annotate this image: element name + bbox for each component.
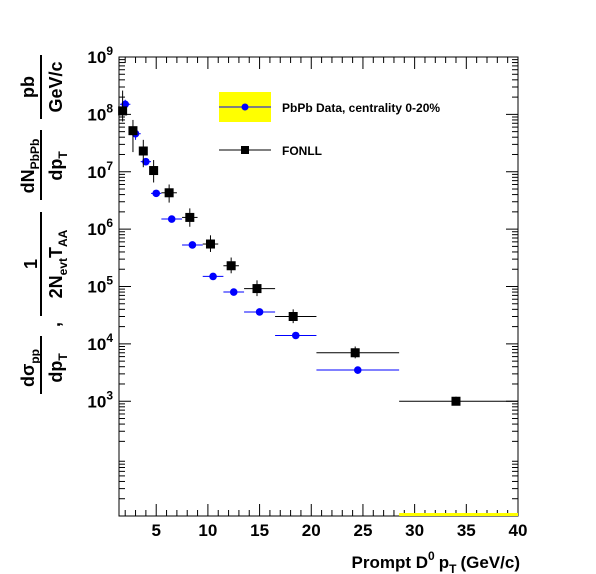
systematics-band <box>399 513 518 516</box>
axes: 5 10 15 20 25 30 35 40 103 104 105 106 107 108 109 <box>87 44 527 540</box>
x-axis-title-var: p <box>439 553 449 572</box>
y-tick-label: 103 <box>87 388 113 411</box>
y-tick-label: 109 <box>87 44 113 67</box>
y-frac3-den: dpT <box>46 151 70 181</box>
x-axis-title: Prompt D0 pT (GeV/c) <box>352 549 520 574</box>
y-frac4-den: GeV/c <box>46 61 66 112</box>
data-point <box>138 146 148 156</box>
y-comma: , <box>44 322 64 327</box>
data-point <box>149 166 159 176</box>
x-tick-label: 30 <box>405 521 424 540</box>
data-point <box>167 215 176 223</box>
legend-data-label: PbPb Data, centrality 0-20% <box>282 101 440 115</box>
data-series <box>118 90 518 406</box>
data-point <box>350 348 360 358</box>
y-tick-label: 108 <box>87 101 113 124</box>
y-axis-title: dσpp dpT , 1 2NevtTAA dNPbPb dpT pb GeV/… <box>18 55 70 394</box>
series-fonll <box>118 90 518 406</box>
data-point <box>252 284 262 294</box>
data-point <box>152 189 161 198</box>
legend-data-marker <box>241 103 249 111</box>
x-tick-label: 25 <box>353 521 372 540</box>
data-point <box>121 100 130 109</box>
data-point <box>255 308 264 316</box>
data-point <box>128 126 138 136</box>
x-axis-title-sub: T <box>449 562 457 574</box>
y-frac2-den: 2NevtTAA <box>46 229 70 298</box>
y-tick-label: 106 <box>87 216 113 239</box>
x-tick-label: 5 <box>151 521 160 540</box>
y-tick-label: 107 <box>87 159 113 182</box>
plot-frame <box>118 56 519 517</box>
data-point <box>209 272 217 281</box>
x-axis-title-main: Prompt D <box>352 553 429 572</box>
data-point <box>185 212 195 222</box>
data-point <box>142 157 150 166</box>
series-pbpb-data <box>120 99 400 374</box>
data-point <box>226 261 236 271</box>
data-point <box>291 331 300 340</box>
y-frac4-num: pb <box>18 76 38 98</box>
y-frac2-num: 1 <box>21 259 41 269</box>
x-axis-title-sup: 0 <box>428 549 435 563</box>
data-point <box>205 239 215 249</box>
y-frac1-den: dpT <box>46 353 70 383</box>
x-tick-label: 10 <box>198 521 217 540</box>
data-point <box>451 396 461 406</box>
legend-fonll-label: FONLL <box>282 144 322 158</box>
x-tick-label: 40 <box>509 521 528 540</box>
y-frac1-num: dσpp <box>18 349 42 387</box>
data-point <box>229 288 238 296</box>
x-tick-label: 15 <box>250 521 269 540</box>
data-point <box>118 106 128 116</box>
legend-fonll-marker <box>241 146 249 154</box>
data-point <box>288 312 298 322</box>
y-tick-label: 104 <box>87 331 113 354</box>
systematics-band-rect <box>399 513 518 516</box>
x-tick-label: 20 <box>302 521 321 540</box>
data-point <box>164 188 174 198</box>
legend: PbPb Data, centrality 0-20% FONLL <box>219 92 440 158</box>
y-tick-label: 105 <box>87 274 113 297</box>
y-frac3-num: dNPbPb <box>18 139 42 194</box>
data-point <box>353 366 362 374</box>
data-point <box>188 241 197 249</box>
x-axis-title-unit: (GeV/c) <box>460 553 520 572</box>
x-tick-label: 35 <box>457 521 476 540</box>
